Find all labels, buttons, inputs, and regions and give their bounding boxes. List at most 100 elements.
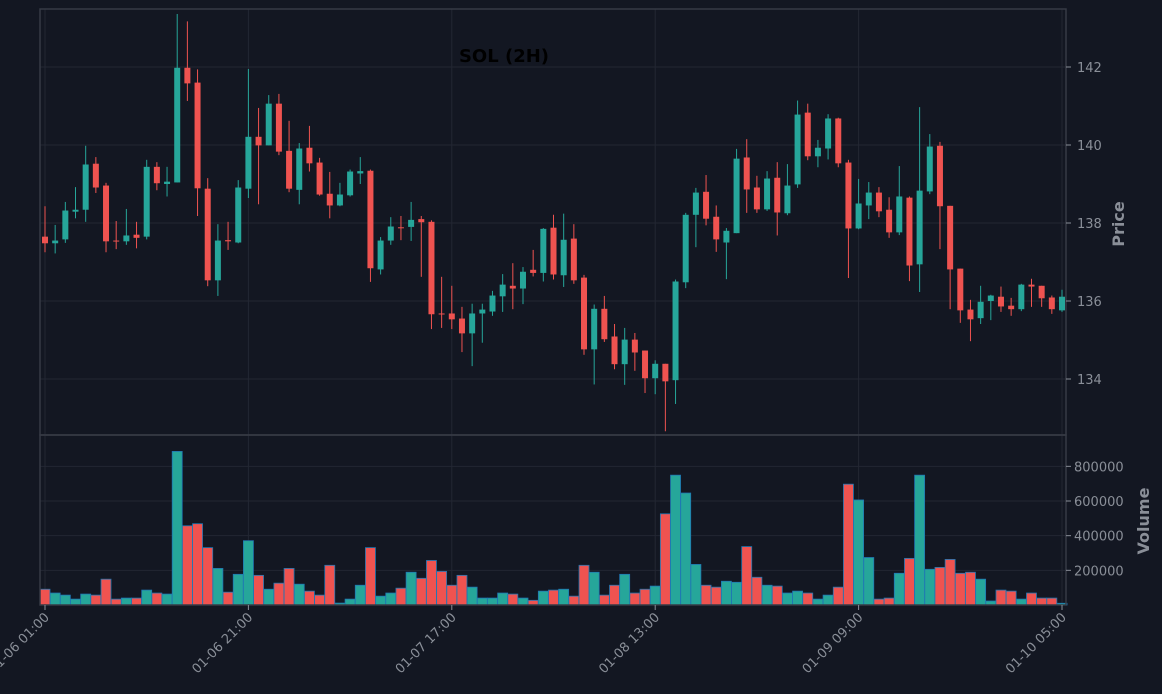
candle-body	[611, 336, 618, 365]
volume-bar	[385, 592, 397, 606]
volume-bar	[415, 577, 427, 606]
candle-body	[286, 150, 293, 189]
volume-bar	[944, 559, 956, 606]
volume-bar	[324, 564, 336, 606]
candle-body	[326, 193, 333, 206]
candle-body	[306, 147, 313, 164]
price-tick-label: 142	[1077, 61, 1102, 76]
candle-body	[743, 157, 750, 190]
volume-bar	[497, 592, 509, 606]
candle-body	[987, 295, 994, 301]
candle-body	[316, 162, 323, 195]
volume-bar	[304, 590, 315, 606]
candle-body	[265, 103, 272, 146]
volume-bar	[487, 597, 498, 606]
candle-body	[377, 240, 384, 270]
volume-bar	[741, 546, 753, 606]
volume-bar	[609, 584, 620, 606]
candle-body	[255, 136, 262, 146]
candle-body	[458, 318, 465, 334]
volume-bar	[456, 574, 468, 606]
volume-bar	[771, 585, 783, 606]
candle-body	[225, 240, 232, 242]
volume-tick-label: 800000	[1074, 460, 1124, 475]
volume-bar	[710, 586, 722, 606]
candle-body	[82, 164, 89, 210]
volume-bar	[1046, 597, 1058, 606]
volume-bar	[263, 588, 275, 606]
candle-body	[967, 309, 974, 320]
volume-axis: 200000 400000 600000 800000	[1066, 460, 1124, 579]
candle-body	[153, 166, 160, 184]
candle-body	[1059, 296, 1065, 311]
candle-body	[1048, 297, 1055, 310]
volume-bar	[588, 571, 600, 606]
volume-bar	[822, 594, 834, 606]
candle-body	[865, 192, 872, 206]
candle-body	[357, 171, 364, 174]
volume-bar	[761, 584, 773, 606]
candle-body	[804, 112, 811, 157]
candle-body	[1008, 305, 1015, 310]
candle-body	[947, 205, 954, 270]
candle-body	[336, 194, 343, 206]
candle-body	[184, 67, 191, 84]
candle-body	[560, 239, 567, 276]
candle-body	[662, 363, 669, 382]
volume-bar	[812, 598, 824, 606]
volume-bar	[731, 581, 742, 606]
volume-bar	[192, 523, 203, 606]
candle-body	[570, 238, 577, 281]
candle-body	[72, 209, 79, 212]
volume-bar	[639, 588, 651, 606]
volume-bar	[751, 576, 763, 606]
candle-body	[164, 181, 171, 184]
candle-body	[855, 203, 862, 229]
volume-bar	[995, 589, 1007, 606]
candle-body	[479, 309, 486, 314]
candle-body	[784, 185, 791, 214]
candle-body	[682, 214, 689, 283]
volume-bar	[446, 584, 458, 606]
volume-bar	[59, 594, 71, 606]
candles	[42, 13, 1065, 432]
volume-bar	[863, 557, 875, 606]
volume-bar	[375, 595, 387, 606]
candle-body	[977, 301, 984, 319]
volume-bar	[273, 582, 285, 606]
candle-body	[936, 145, 943, 207]
volume-bar	[873, 598, 885, 606]
candle-body	[906, 197, 913, 266]
candle-body	[347, 171, 354, 196]
price-tick-label: 134	[1077, 373, 1102, 388]
candle-body	[753, 187, 760, 210]
volume-bar	[161, 593, 173, 606]
volume-bar	[344, 598, 356, 606]
candle-body	[957, 268, 964, 311]
candle-body	[448, 313, 455, 320]
volume-bar	[90, 594, 102, 606]
candle-body	[489, 295, 496, 312]
volume-bar	[578, 564, 590, 606]
candle-body	[621, 339, 628, 365]
candle-body	[418, 219, 425, 223]
volume-bar	[131, 597, 142, 606]
volume-bar	[802, 592, 814, 606]
volume-bar	[690, 564, 702, 606]
volume-bar	[466, 586, 478, 606]
candle-body	[825, 118, 832, 149]
candle-body	[916, 190, 923, 265]
candle-body	[519, 271, 526, 289]
candle-body	[774, 177, 781, 213]
candle-body	[835, 118, 842, 164]
candle-body	[875, 192, 882, 212]
candle-body	[896, 196, 903, 233]
volume-tick-label: 200000	[1074, 564, 1124, 579]
volume-bar	[1015, 598, 1027, 606]
volume-tick-label: 600000	[1074, 495, 1124, 510]
volume-bar	[110, 598, 122, 606]
volume-bar	[700, 584, 712, 606]
candle-body	[194, 82, 201, 189]
volume-bar	[354, 584, 366, 606]
